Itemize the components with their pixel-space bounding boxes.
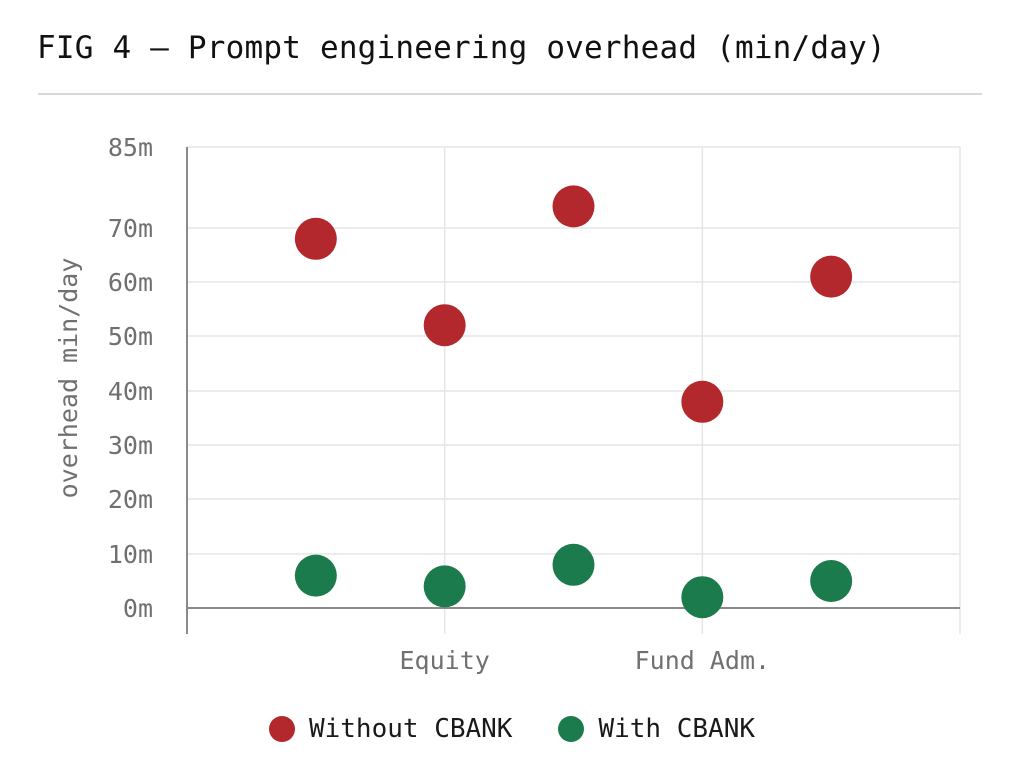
y-tick-label: 85m <box>108 133 153 162</box>
x-tick-label: Fund Adm. <box>635 646 770 675</box>
legend-swatch-without-cbank <box>268 716 295 742</box>
axes <box>186 147 960 634</box>
legend-swatch-with-cbank <box>558 716 585 742</box>
x-tick-label: Equity <box>400 646 490 675</box>
point-without-cbank <box>810 255 853 298</box>
legend-item-with-cbank: With CBANK <box>558 714 755 744</box>
legend-label-without-cbank: Without CBANK <box>308 714 513 744</box>
x-tick-labels: Equity Fund Adm. <box>400 646 771 675</box>
legend-label-with-cbank: With CBANK <box>598 714 756 744</box>
y-tick-labels: 0m 10m 20m 30m 40m 50m 60m 70m 85m <box>108 133 153 623</box>
point-with-cbank <box>294 554 337 597</box>
point-without-cbank <box>294 217 337 260</box>
point-with-cbank <box>552 543 595 586</box>
y-tick-label: 50m <box>108 322 153 351</box>
y-tick-label: 10m <box>108 540 153 569</box>
point-with-cbank <box>810 560 853 602</box>
y-tick-label: 30m <box>108 431 153 460</box>
point-with-cbank <box>423 565 466 608</box>
chart-title: FIG 4 – Prompt engineering overhead (min… <box>37 30 886 66</box>
legend: Without CBANK With CBANK <box>0 709 1024 749</box>
y-axis-label: overhead min/day <box>54 258 83 499</box>
point-with-cbank <box>681 576 724 619</box>
point-without-cbank <box>681 380 724 423</box>
legend-item-without-cbank: Without CBANK <box>268 714 513 744</box>
y-tick-label: 60m <box>108 268 153 297</box>
y-tick-label: 70m <box>108 214 153 243</box>
data-points <box>294 185 853 619</box>
point-without-cbank <box>423 304 466 347</box>
y-tick-label: 20m <box>108 485 153 514</box>
point-without-cbank <box>552 185 595 228</box>
title-divider <box>38 93 982 95</box>
y-tick-label: 40m <box>108 377 153 406</box>
y-tick-label: 0m <box>123 594 153 623</box>
